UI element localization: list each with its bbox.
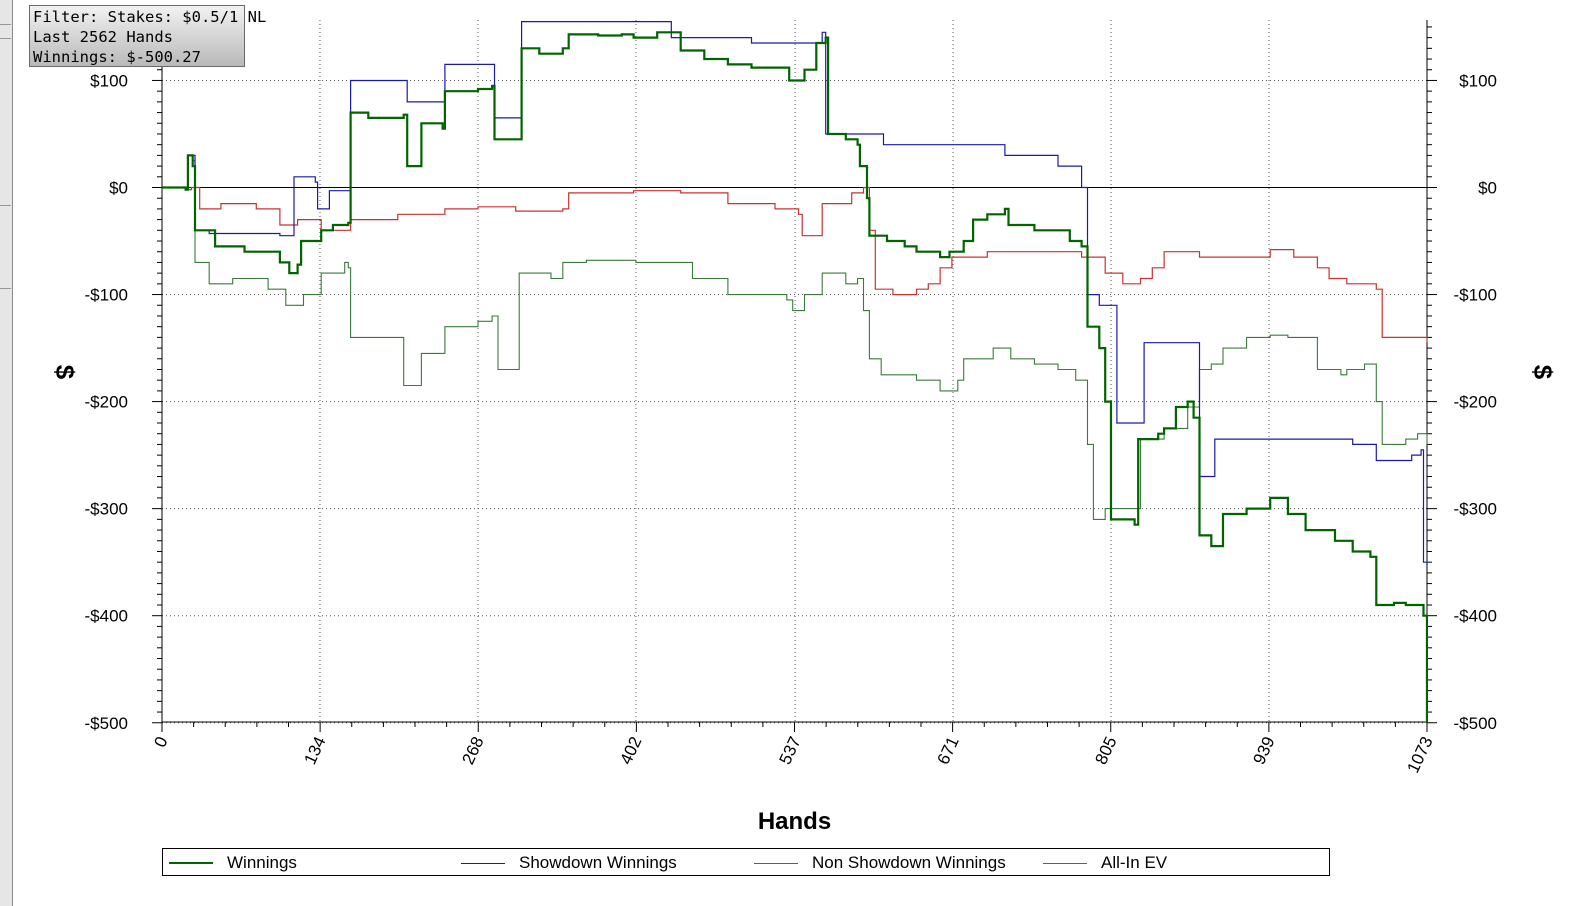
- legend-label: All-In EV: [1101, 853, 1168, 872]
- legend-swatch: [754, 862, 798, 864]
- series-lines: [162, 21, 1428, 723]
- legend-item: Non Showdown Winnings: [754, 849, 1006, 877]
- x-tick-label: 134: [300, 734, 329, 768]
- legend-label: Non Showdown Winnings: [812, 853, 1006, 872]
- y-tick-label-left: -$300: [85, 500, 128, 519]
- filter-text: Filter: Stakes: $0.5/1 NL: [33, 8, 267, 26]
- legend-label: Showdown Winnings: [519, 853, 677, 872]
- x-tick-label: 671: [933, 734, 962, 768]
- axes: [152, 20, 1437, 732]
- x-tick-label: 402: [616, 734, 645, 768]
- y-tick-label-right: -$500: [1454, 714, 1497, 733]
- x-tick-label: 805: [1091, 734, 1120, 768]
- x-tick-label: 537: [776, 734, 805, 768]
- series-line-all-in-ev: [162, 154, 1428, 520]
- series-line-winnings: [162, 31, 1428, 723]
- y-tick-label-left: $100: [90, 71, 128, 90]
- winnings-text: Winnings: $-500.27: [33, 48, 201, 66]
- grid-lines: [162, 20, 1427, 724]
- y-axis-title-right: $: [1528, 365, 1558, 380]
- legend-item: Winnings: [169, 849, 297, 877]
- y-tick-label-left: -$200: [85, 393, 128, 412]
- legend-label: Winnings: [227, 853, 297, 872]
- series-line-non-showdown-winnings: [162, 186, 1428, 343]
- axis-labels: $100 $100 $0 $0 -$100 -$100 -$200 -$200 -$300 -$3…: [50, 71, 1558, 835]
- x-tick-label: 939: [1249, 734, 1278, 768]
- chart-legend: Winnings Showdown Winnings Non Showdown Wi…: [162, 848, 1330, 876]
- y-axis-title-left: $: [50, 365, 80, 380]
- y-tick-label-left: -$500: [85, 714, 128, 733]
- legend-swatch: [461, 862, 505, 864]
- y-tick-label-left: -$100: [85, 286, 128, 305]
- legend-swatch: [1043, 862, 1087, 864]
- left-window-edge: [0, 0, 13, 906]
- y-tick-label-right: -$300: [1454, 500, 1497, 519]
- y-tick-label-right: -$100: [1454, 286, 1497, 305]
- x-axis-title: Hands: [758, 808, 831, 835]
- series-line-showdown-winnings: [162, 21, 1428, 568]
- legend-item: All-In EV: [1043, 849, 1167, 877]
- y-tick-label-right: $0: [1478, 179, 1497, 198]
- y-tick-label-left: -$400: [85, 607, 128, 626]
- y-tick-label-left: $0: [109, 179, 128, 198]
- y-tick-label-right: -$400: [1454, 607, 1497, 626]
- filter-info-box: Filter: Stakes: $0.5/1 NL Last 2562 Hand…: [29, 5, 267, 67]
- legend-swatch: [169, 862, 213, 864]
- y-tick-label-right: -$200: [1454, 393, 1497, 412]
- hands-count-text: Last 2562 Hands: [33, 28, 173, 46]
- x-tick-label: 0: [150, 734, 171, 751]
- x-tick-label: 1073: [1403, 734, 1436, 776]
- y-tick-label-right: $100: [1459, 71, 1497, 90]
- x-tick-label: 268: [458, 734, 487, 768]
- legend-item: Showdown Winnings: [461, 849, 677, 877]
